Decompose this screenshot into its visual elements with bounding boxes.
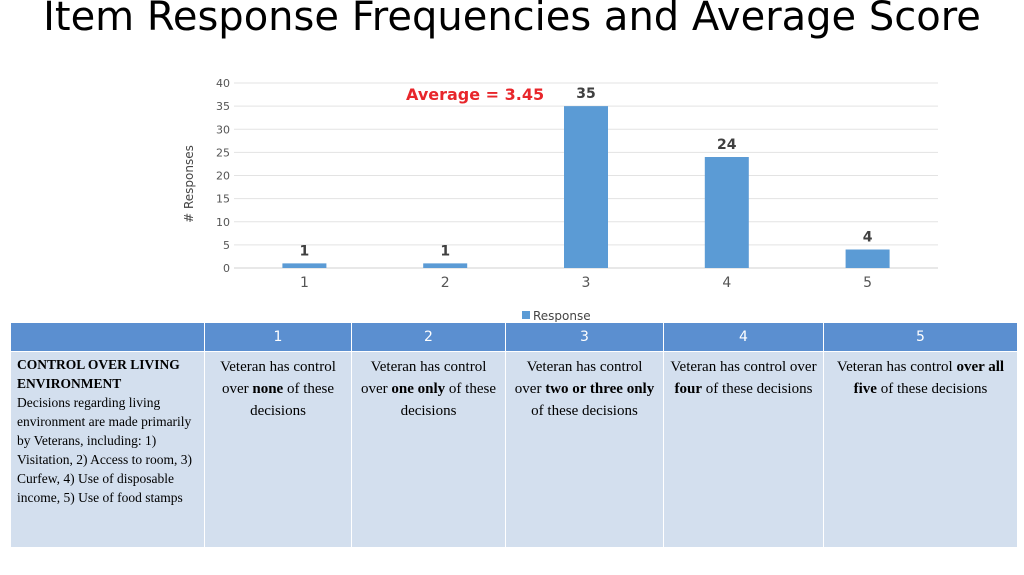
legend-entry-response: Response (533, 309, 591, 323)
y-tick-label: 0 (223, 262, 230, 275)
table-header-row: 1 2 3 4 5 (10, 322, 1018, 352)
table-header-2: 2 (351, 322, 506, 352)
data-label: 1 (440, 243, 450, 259)
slide-title: Item Response Frequencies and Average Sc… (43, 0, 981, 40)
table-header-5: 5 (823, 322, 1018, 352)
table-header-4: 4 (663, 322, 824, 352)
y-tick-label: 40 (216, 77, 230, 90)
x-tick-label: 3 (582, 275, 591, 291)
data-labels: 1 1 35 24 4 (300, 86, 873, 259)
x-tick-label: 1 (300, 275, 309, 291)
y-tick-label: 25 (216, 146, 230, 159)
table-header-1: 1 (204, 322, 352, 352)
x-tick-label: 2 (441, 275, 450, 291)
row-description: CONTROL OVER LIVING ENVIRONMENT Decision… (10, 351, 205, 548)
y-axis-label: # Responses (182, 145, 196, 223)
y-tick-label: 5 (223, 239, 230, 252)
table-header-empty (10, 322, 205, 352)
y-tick-label: 20 (216, 170, 230, 183)
x-tick-label: 4 (722, 275, 731, 291)
rubric-cell-5: Veteran has control over all five of the… (823, 351, 1018, 548)
data-label: 24 (717, 137, 737, 153)
data-label: 35 (576, 86, 595, 102)
legend-swatch (522, 311, 530, 319)
chart-legend: Response (522, 309, 591, 323)
table-header-3: 3 (505, 322, 664, 352)
bar-1 (282, 263, 327, 268)
x-tick-label: 5 (863, 275, 872, 291)
data-label: 4 (863, 230, 873, 246)
row-heading: CONTROL OVER LIVING ENVIRONMENT (17, 357, 180, 391)
rubric-table: 1 2 3 4 5 CONTROL OVER LIVING ENVIRONMEN… (10, 322, 1018, 548)
bar-chart: 0 5 10 15 20 25 30 35 40 1 2 3 4 5 1 1 35 24 4 # Respons… (182, 77, 938, 323)
table-row: CONTROL OVER LIVING ENVIRONMENT Decision… (10, 351, 1018, 548)
bar-5 (845, 249, 890, 268)
bar-2 (423, 263, 468, 268)
y-tick-label: 35 (216, 100, 230, 113)
x-axis-ticks: 1 2 3 4 5 (300, 275, 872, 291)
y-axis-ticks: 0 5 10 15 20 25 30 35 40 (216, 77, 230, 275)
y-tick-label: 15 (216, 193, 230, 206)
row-text: Decisions regarding living environment a… (17, 395, 193, 505)
y-tick-label: 30 (216, 123, 230, 136)
chart-bars (282, 106, 890, 268)
bar-4 (704, 157, 749, 268)
y-tick-label: 10 (216, 216, 230, 229)
rubric-cell-1: Veteran has control over none of these d… (204, 351, 352, 548)
data-label: 1 (300, 243, 310, 259)
bar-3 (564, 106, 608, 268)
rubric-cell-3: Veteran has control over two or three on… (505, 351, 664, 548)
rubric-cell-2: Veteran has control over one only of the… (351, 351, 506, 548)
rubric-cell-4: Veteran has control over four of these d… (663, 351, 824, 548)
average-annotation: Average = 3.45 (406, 85, 545, 104)
